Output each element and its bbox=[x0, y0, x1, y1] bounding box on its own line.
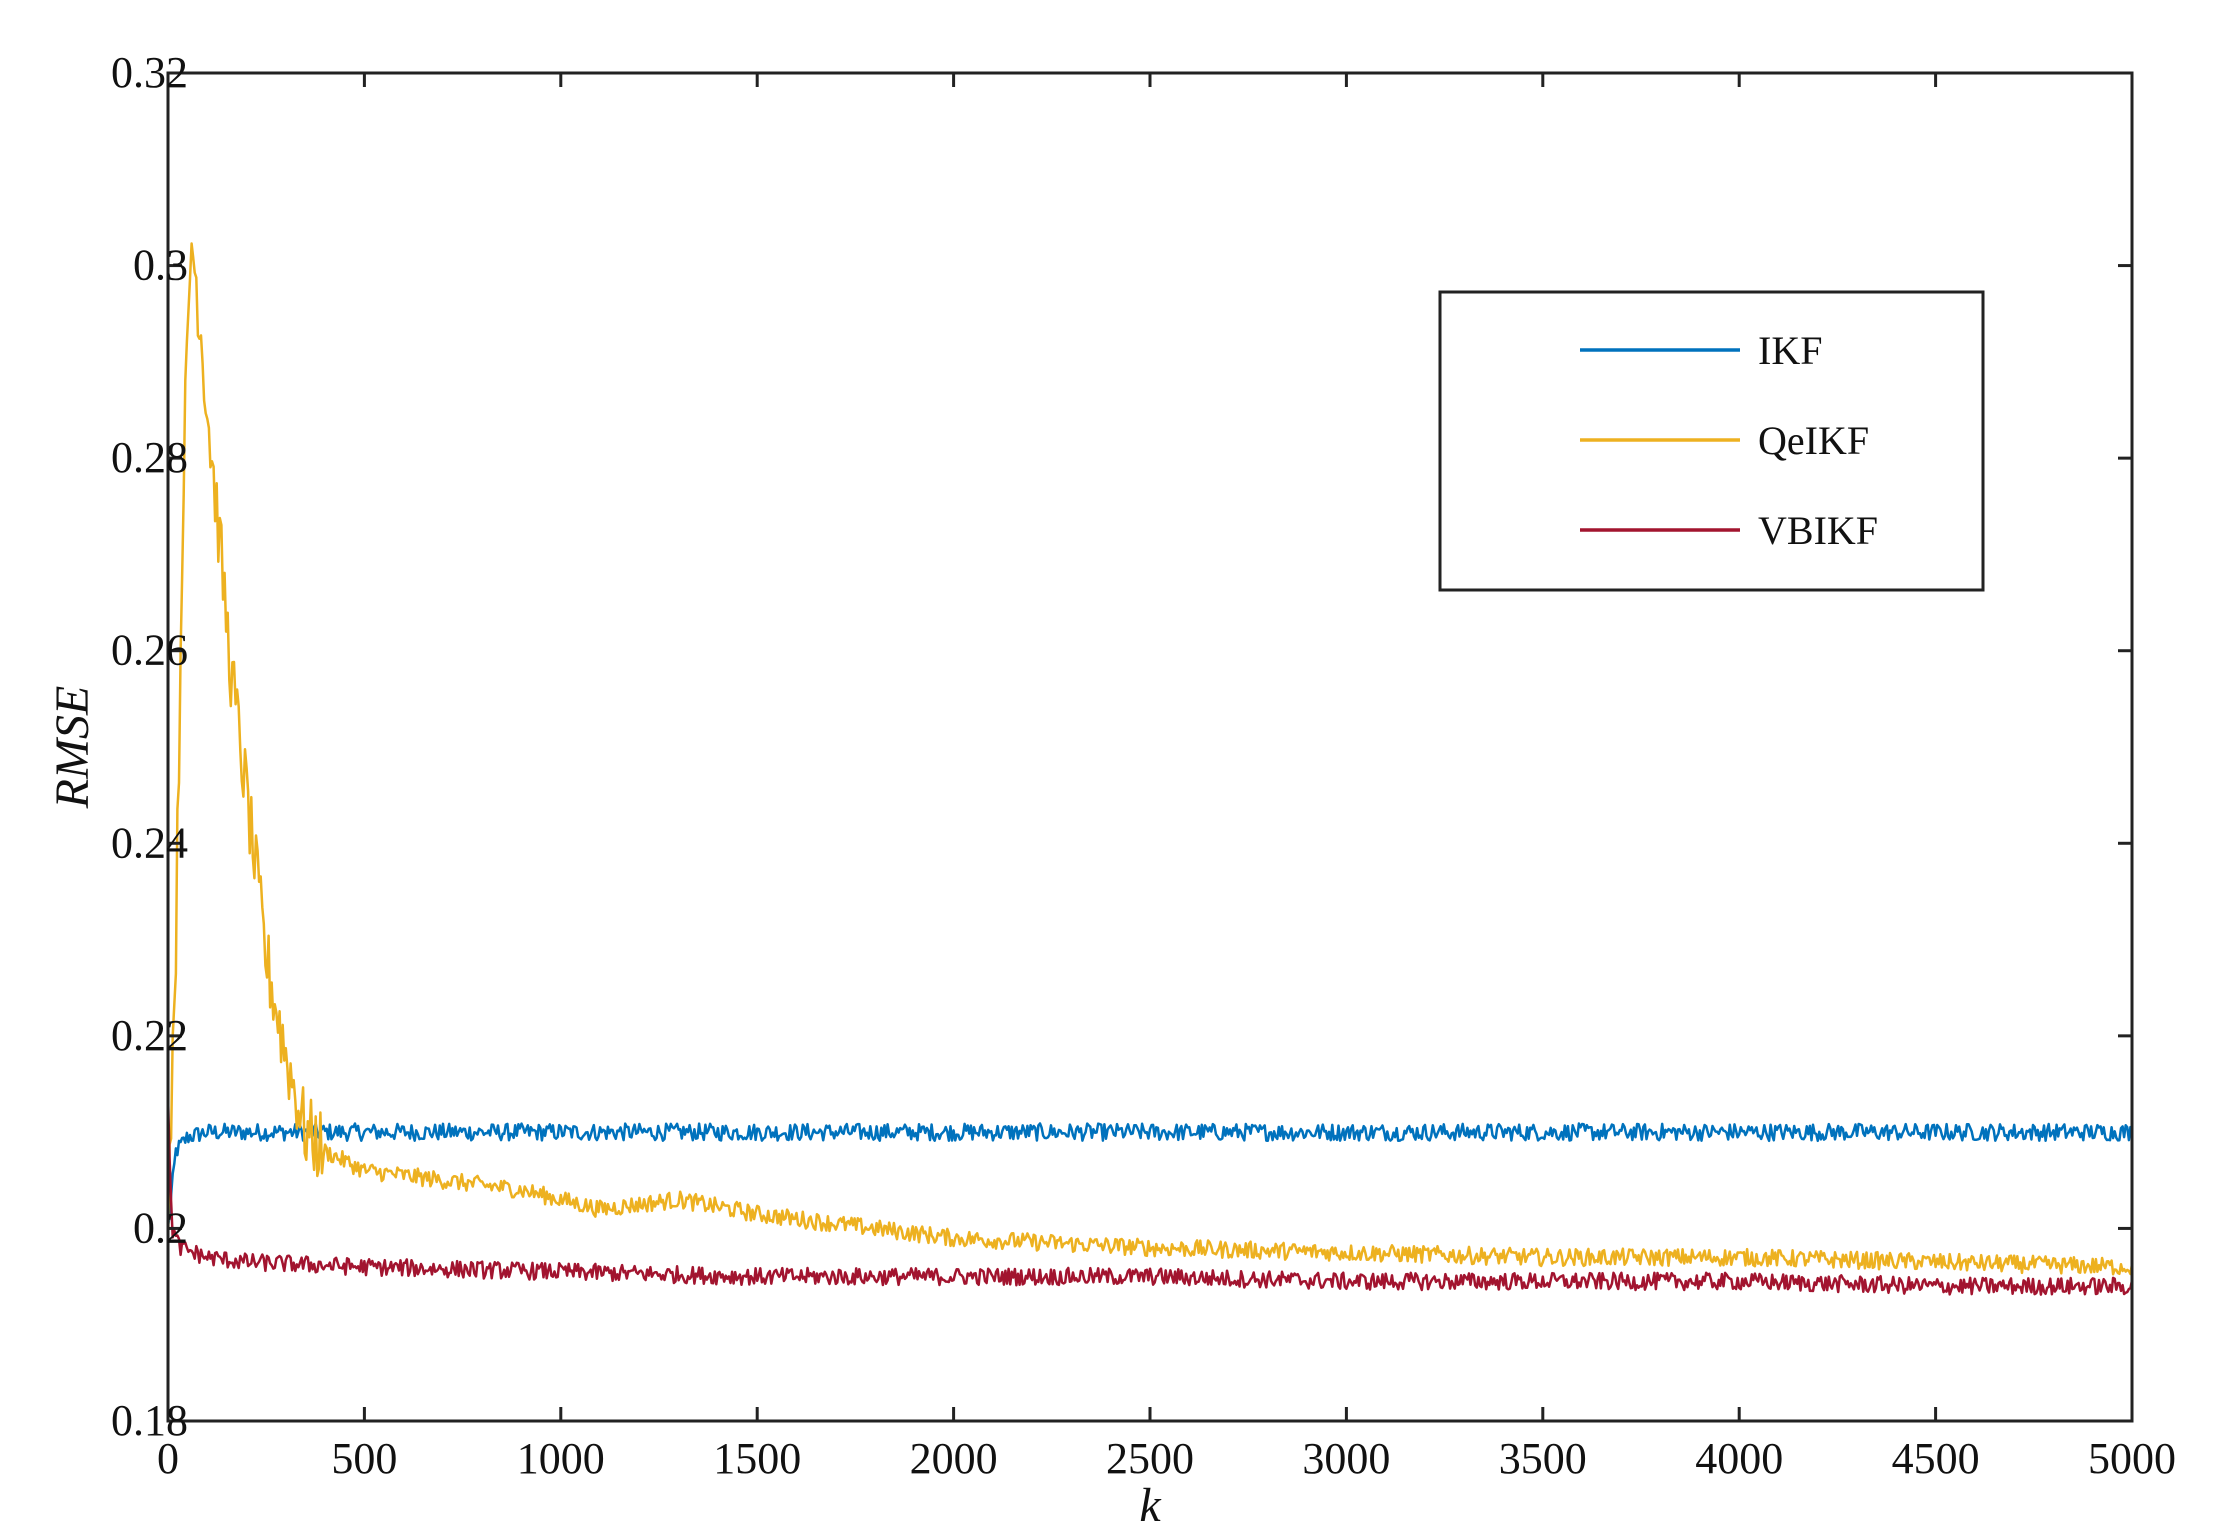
x-tick-label: 4000 bbox=[1695, 1434, 1783, 1483]
x-tick-label: 2500 bbox=[1106, 1434, 1194, 1483]
x-tick-label: 500 bbox=[331, 1434, 397, 1483]
x-tick-label: 3500 bbox=[1499, 1434, 1587, 1483]
series-line-ikf bbox=[166, 1122, 2134, 1226]
x-tick-label: 5000 bbox=[2088, 1434, 2176, 1483]
plot-frame bbox=[166, 71, 2134, 1423]
y-axis-label: RMSE bbox=[46, 686, 99, 810]
x-axis-label: k bbox=[1139, 1479, 1162, 1532]
series-layer bbox=[166, 242, 2134, 1296]
x-tick-label: 1000 bbox=[517, 1434, 605, 1483]
x-tick-label: 3000 bbox=[1302, 1434, 1390, 1483]
legend-label-qeikf: QeIKF bbox=[1758, 418, 1869, 463]
ticks-layer: 0 500 1000 1500 2000 2500 3000 3500 4000 4500 5000… bbox=[111, 48, 2176, 1483]
series-line-qeikf bbox=[166, 242, 2134, 1276]
legend-label-ikf: IKF bbox=[1758, 328, 1822, 373]
legend-label-vbikf: VBIKF bbox=[1758, 508, 1878, 553]
y-tick-label: 0.32 bbox=[111, 48, 188, 97]
y-tick-label: 0.2 bbox=[133, 1203, 188, 1252]
x-tick-label: 4500 bbox=[1892, 1434, 1980, 1483]
y-tick-label: 0.3 bbox=[133, 241, 188, 290]
y-tick-label: 0.22 bbox=[111, 1011, 188, 1060]
x-tick-label: 1500 bbox=[713, 1434, 801, 1483]
x-tick-label: 0 bbox=[157, 1434, 179, 1483]
y-tick-label: 0.24 bbox=[111, 818, 188, 867]
legend: IKF QeIKF VBIKF bbox=[1438, 290, 1985, 592]
series-line-vbikf bbox=[166, 1095, 2134, 1296]
y-tick-label: 0.26 bbox=[111, 626, 188, 675]
y-tick-label: 0.28 bbox=[111, 433, 188, 482]
x-tick-label: 2000 bbox=[910, 1434, 998, 1483]
y-tick-label: 0.18 bbox=[111, 1396, 188, 1445]
